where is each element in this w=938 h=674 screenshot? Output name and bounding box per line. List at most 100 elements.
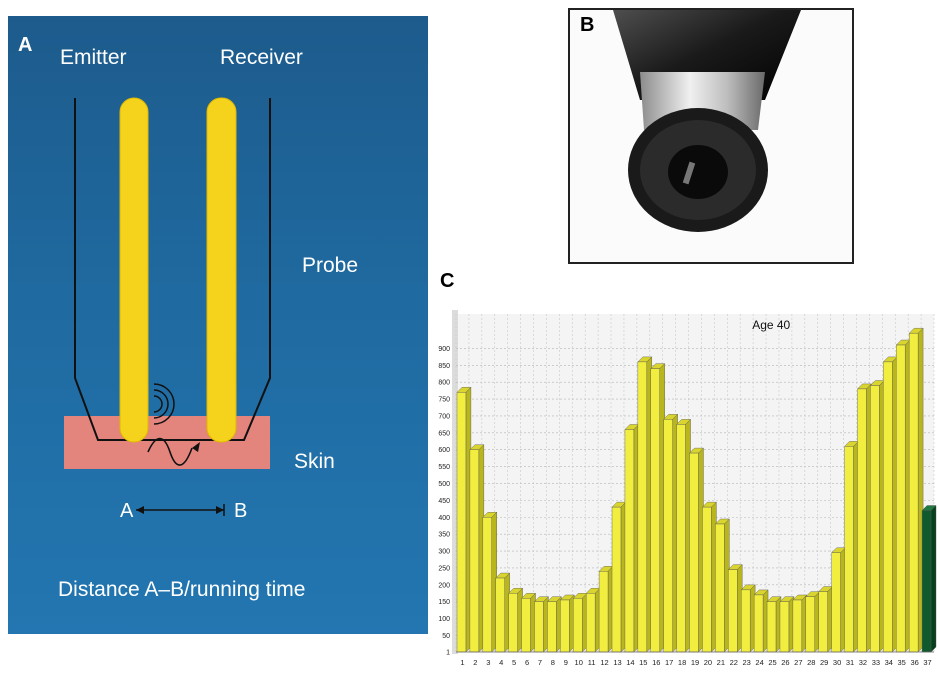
bar (508, 587, 524, 653)
bar (456, 386, 472, 653)
bar (857, 383, 872, 653)
x-tick-label: 8 (551, 658, 555, 667)
y-tick-label: 1 (446, 650, 450, 657)
emitter-label: Emitter (60, 46, 127, 69)
y-tick-label: 50 (442, 633, 450, 640)
bar (727, 564, 743, 653)
bar (559, 594, 575, 653)
y-tick-label: 350 (438, 532, 450, 539)
x-tick-label: 37 (923, 658, 931, 667)
bar (650, 363, 666, 653)
x-tick-label: 21 (717, 658, 725, 667)
panel-a: A Emitter Receiver Probe Skin A B Distan… (8, 16, 428, 634)
x-tick-label: 3 (486, 658, 490, 667)
bar (521, 592, 536, 653)
panel-c-chart: 1 50 100 150 200 250 300 350 400 450 500 550 600 650 7… (430, 300, 938, 669)
panel-b: B (568, 8, 854, 264)
bar (753, 589, 769, 653)
bar (844, 440, 859, 653)
y-tick-label: 550 (438, 464, 450, 471)
y-tick-label: 700 (438, 413, 450, 420)
x-tick-label: 34 (885, 658, 893, 667)
arrow-left-icon (136, 506, 144, 514)
probe-label: Probe (302, 254, 359, 277)
x-tick-label: 12 (600, 658, 608, 667)
bar (831, 547, 847, 653)
y-tick-label: 100 (438, 616, 450, 623)
skin-label: Skin (294, 450, 335, 473)
x-tick-label: 14 (626, 658, 634, 667)
bar (895, 339, 911, 653)
panel-letter: C (440, 270, 455, 292)
x-tick-label: 30 (833, 658, 841, 667)
x-tick-label: 5 (512, 658, 516, 667)
probe-housing (74, 98, 271, 441)
bar (701, 501, 717, 653)
y-tick-label: 450 (438, 498, 450, 505)
arrow-right-icon (216, 506, 224, 514)
bar (689, 447, 704, 653)
y-tick-label: 600 (438, 447, 450, 454)
x-tick-label: 20 (704, 658, 712, 667)
probe-photo (613, 10, 801, 232)
x-tick-label: 7 (538, 658, 542, 667)
bar (792, 594, 808, 653)
x-tick-label: 16 (652, 658, 660, 667)
plot-wall (452, 310, 458, 654)
x-tick-label: 24 (755, 658, 763, 667)
bar (766, 596, 782, 653)
bar (714, 518, 730, 653)
emitter-rod (119, 97, 149, 443)
bar (908, 327, 924, 653)
y-tick-label: 300 (438, 549, 450, 556)
y-tick-label: 650 (438, 430, 450, 437)
bar (818, 586, 834, 653)
x-tick-label: 19 (691, 658, 699, 667)
receiver-rod (206, 97, 237, 443)
x-tick-label: 32 (859, 658, 867, 667)
wave-arrowhead-icon (192, 442, 200, 452)
y-tick-label: 900 (438, 346, 450, 353)
x-tick-label: 35 (898, 658, 906, 667)
point-a-label: A (120, 500, 134, 522)
x-tick-label: 22 (730, 658, 738, 667)
bar (482, 511, 498, 653)
bar (805, 591, 821, 653)
y-tick-label: 500 (438, 481, 450, 488)
x-tick-label: 6 (525, 658, 529, 667)
x-tick-label: 4 (499, 658, 503, 667)
wave-icon (147, 437, 193, 466)
x-tick-label: 18 (678, 658, 686, 667)
bar-chart: 1501001502002503003504004505005506006507… (438, 310, 937, 667)
panel-letter: B (580, 14, 595, 36)
probe-diagram (64, 97, 271, 516)
y-tick-label: 200 (438, 582, 450, 589)
bar (676, 418, 692, 653)
y-tick-label: 400 (438, 515, 450, 522)
y-tick-label: 250 (438, 565, 450, 572)
bar (598, 565, 614, 653)
x-tick-label: 1 (460, 658, 464, 667)
y-tick-label: 800 (438, 380, 450, 387)
x-tick-label: 13 (613, 658, 621, 667)
y-tick-label: 850 (438, 363, 450, 370)
x-tick-label: 15 (639, 658, 647, 667)
x-tick-label: 25 (768, 658, 776, 667)
caption: Distance A–B/running time (58, 578, 306, 601)
x-tick-label: 27 (794, 658, 802, 667)
bar (611, 501, 627, 653)
bar (869, 380, 885, 653)
x-tick-label: 31 (846, 658, 854, 667)
bar (921, 505, 937, 653)
x-tick-label: 29 (820, 658, 828, 667)
bar (469, 444, 485, 653)
bar (779, 596, 795, 653)
x-tick-label: 10 (575, 658, 583, 667)
x-tick-label: 36 (910, 658, 918, 667)
skin-layer (64, 416, 270, 469)
bar (546, 596, 562, 653)
bar (534, 596, 549, 653)
x-tick-label: 2 (473, 658, 477, 667)
bar (585, 587, 601, 653)
x-tick-label: 17 (665, 658, 673, 667)
